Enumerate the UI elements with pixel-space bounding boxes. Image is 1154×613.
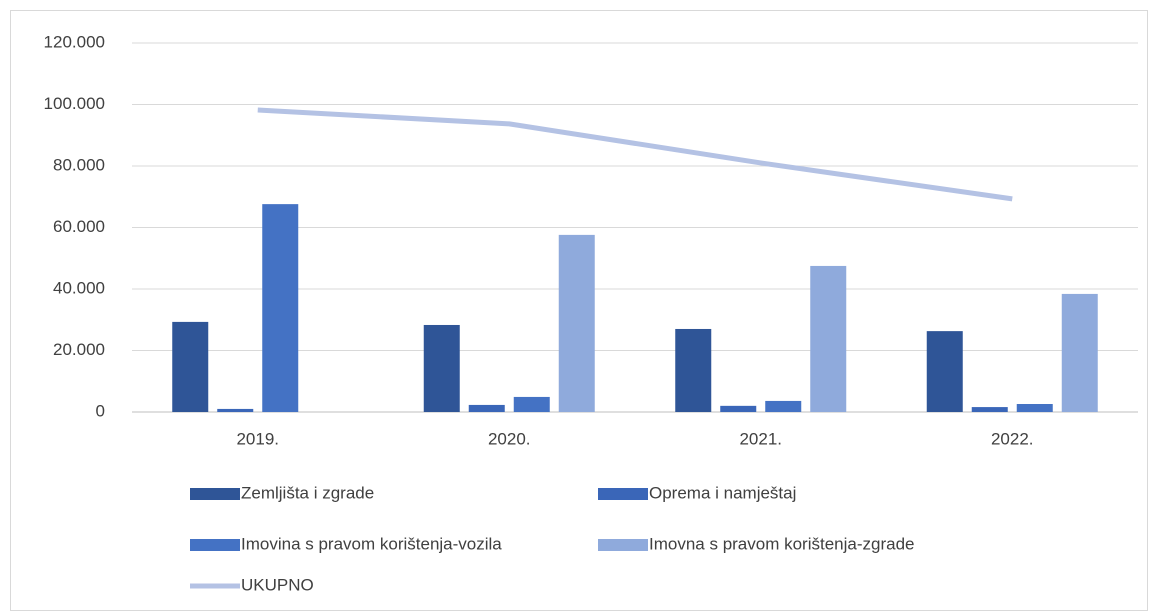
- bar: [926, 331, 963, 412]
- legend-swatch: [598, 539, 648, 551]
- legend-label: Imovina s pravom korištenja-vozila: [241, 534, 502, 553]
- y-tick-label: 60.000: [53, 217, 105, 236]
- bar: [558, 234, 595, 412]
- y-tick-label: 0: [96, 401, 105, 420]
- legend-swatch: [190, 539, 240, 551]
- legend-label: Oprema i namještaj: [649, 483, 796, 502]
- bar: [217, 408, 254, 412]
- bar: [513, 396, 550, 412]
- x-tick-label: 2021.: [739, 429, 782, 448]
- line-series: [257, 107, 1013, 202]
- y-tick-label: 120.000: [44, 32, 105, 51]
- y-tick-label: 100.000: [44, 94, 105, 113]
- legend-label: Zemljišta i zgrade: [241, 483, 374, 502]
- y-tick-label: 40.000: [53, 278, 105, 297]
- bar: [971, 407, 1008, 412]
- bar: [765, 400, 802, 412]
- bar: [262, 204, 299, 412]
- y-tick-label: 20.000: [53, 340, 105, 359]
- y-tick-label: 80.000: [53, 155, 105, 174]
- bar: [468, 404, 505, 412]
- x-tick-label: 2020.: [488, 429, 531, 448]
- bar: [1016, 404, 1053, 412]
- legend-label: Imovna s pravom korištenja-zgrade: [649, 534, 915, 553]
- bar: [720, 405, 757, 412]
- legend-swatch: [598, 488, 648, 500]
- legend-label: UKUPNO: [241, 575, 314, 594]
- bar: [423, 324, 460, 412]
- bar: [172, 321, 209, 412]
- x-tick-label: 2022.: [991, 429, 1034, 448]
- bar: [675, 328, 712, 412]
- legend-swatch: [190, 488, 240, 500]
- x-tick-label: 2019.: [236, 429, 279, 448]
- bar: [1061, 293, 1098, 412]
- bar: [810, 265, 847, 412]
